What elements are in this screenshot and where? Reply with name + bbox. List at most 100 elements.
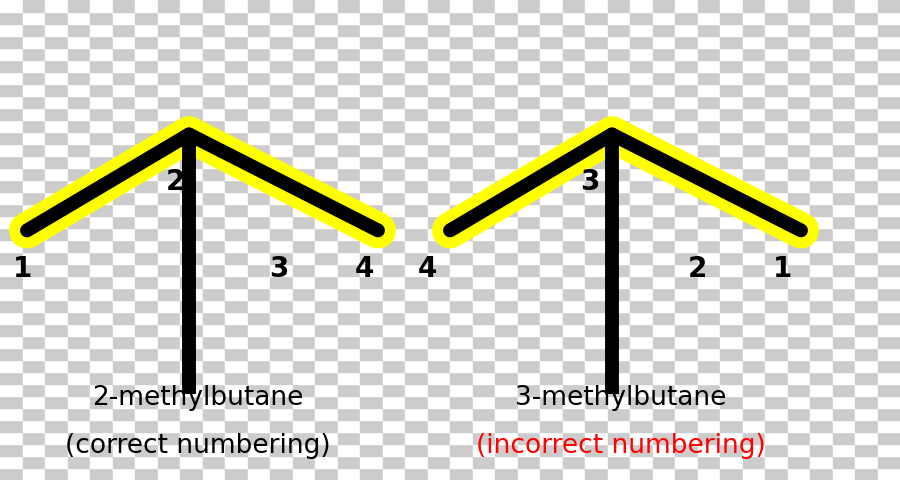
Bar [90, 252, 112, 264]
Bar [540, 240, 562, 252]
Bar [180, 132, 202, 144]
Bar [315, 444, 338, 456]
Bar [135, 420, 158, 432]
Bar [698, 240, 720, 252]
Bar [112, 468, 135, 480]
Bar [90, 384, 112, 396]
Bar [90, 60, 112, 72]
Bar [405, 372, 428, 384]
Bar [135, 156, 158, 168]
Bar [135, 384, 158, 396]
Bar [832, 180, 855, 192]
Bar [382, 372, 405, 384]
Bar [405, 276, 428, 288]
Bar [742, 72, 765, 84]
Bar [855, 300, 878, 312]
Bar [832, 456, 855, 468]
Bar [248, 96, 270, 108]
Bar [0, 24, 22, 36]
Bar [878, 276, 900, 288]
Bar [675, 240, 698, 252]
Bar [878, 12, 900, 24]
Bar [855, 72, 878, 84]
Bar [855, 60, 878, 72]
Bar [45, 96, 68, 108]
Bar [68, 120, 90, 132]
Bar [878, 48, 900, 60]
Bar [518, 36, 540, 48]
Bar [248, 36, 270, 48]
Bar [338, 48, 360, 60]
Bar [562, 456, 585, 468]
Bar [180, 84, 202, 96]
Bar [608, 312, 630, 324]
Bar [338, 132, 360, 144]
Bar [765, 144, 788, 156]
Bar [292, 408, 315, 420]
Bar [90, 96, 112, 108]
Bar [630, 468, 652, 480]
Bar [742, 420, 765, 432]
Bar [248, 336, 270, 348]
Bar [270, 36, 292, 48]
Bar [68, 240, 90, 252]
Bar [495, 216, 518, 228]
Bar [405, 336, 428, 348]
Bar [315, 96, 338, 108]
Bar [428, 228, 450, 240]
Bar [810, 240, 832, 252]
Bar [22, 228, 45, 240]
Bar [878, 312, 900, 324]
Bar [428, 444, 450, 456]
Bar [562, 432, 585, 444]
Bar [68, 444, 90, 456]
Bar [495, 420, 518, 432]
Bar [742, 216, 765, 228]
Bar [652, 60, 675, 72]
Bar [788, 408, 810, 420]
Bar [472, 48, 495, 60]
Bar [855, 168, 878, 180]
Bar [68, 372, 90, 384]
Bar [112, 372, 135, 384]
Bar [855, 408, 878, 420]
Bar [608, 24, 630, 36]
Bar [765, 468, 788, 480]
Bar [518, 360, 540, 372]
Bar [112, 252, 135, 264]
Bar [0, 456, 22, 468]
Bar [360, 240, 382, 252]
Bar [810, 228, 832, 240]
Bar [270, 144, 292, 156]
Bar [472, 252, 495, 264]
Bar [878, 420, 900, 432]
Bar [518, 108, 540, 120]
Bar [855, 180, 878, 192]
Bar [540, 420, 562, 432]
Bar [405, 192, 428, 204]
Bar [675, 108, 698, 120]
Bar [45, 204, 68, 216]
Bar [675, 72, 698, 84]
Bar [698, 276, 720, 288]
Bar [450, 456, 472, 468]
Bar [270, 384, 292, 396]
Bar [225, 72, 248, 84]
Bar [765, 216, 788, 228]
Bar [315, 84, 338, 96]
Bar [158, 468, 180, 480]
Bar [202, 96, 225, 108]
Bar [225, 252, 248, 264]
Bar [810, 432, 832, 444]
Bar [202, 360, 225, 372]
Bar [630, 312, 652, 324]
Bar [472, 168, 495, 180]
Bar [158, 360, 180, 372]
Bar [562, 144, 585, 156]
Bar [225, 168, 248, 180]
Bar [495, 72, 518, 84]
Bar [315, 420, 338, 432]
Bar [608, 168, 630, 180]
Bar [135, 432, 158, 444]
Bar [855, 84, 878, 96]
